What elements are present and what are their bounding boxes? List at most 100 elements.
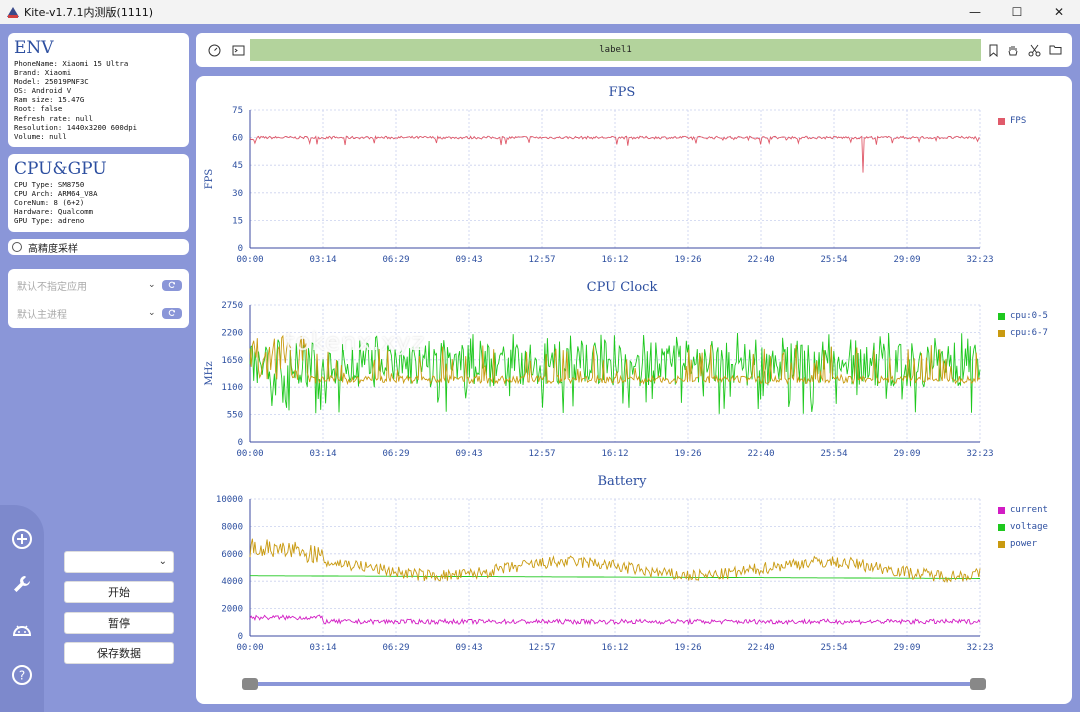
- x-tick-label: 22:40: [747, 643, 774, 653]
- high-precision-radio[interactable]: [12, 242, 22, 252]
- x-tick-label: 16:12: [601, 449, 628, 459]
- x-tick-label: 32:23: [966, 643, 993, 653]
- y-tick-label: 2200: [221, 328, 243, 338]
- bookmark-icon[interactable]: [985, 42, 1001, 58]
- y-tick-label: 45: [232, 161, 243, 171]
- legend-item[interactable]: voltage: [998, 522, 1048, 532]
- legend-swatch: [998, 117, 1005, 125]
- legend-label: cpu:6-7: [1010, 328, 1048, 338]
- x-tick-label: 32:23: [966, 449, 993, 459]
- target-selector-panel: 默认不指定应用 ⌄ 默认主进程 ⌄: [8, 269, 189, 328]
- chart-title: FPS: [609, 85, 636, 100]
- x-tick-label: 06:29: [382, 255, 409, 265]
- pause-button[interactable]: 暂停: [64, 612, 174, 634]
- y-tick-label: 1100: [221, 383, 243, 393]
- env-panel: ENV PhoneName: Xiaomi 15 Ultra Brand: Xi…: [8, 33, 189, 147]
- chart-title: CPU Clock: [587, 280, 658, 295]
- x-tick-label: 00:00: [236, 449, 263, 459]
- x-tick-label: 12:57: [528, 255, 555, 265]
- process-select-placeholder: 默认主进程: [17, 309, 67, 321]
- folder-open-icon[interactable]: [1047, 42, 1063, 58]
- speedometer-icon[interactable]: [206, 42, 222, 58]
- series-line-cpu-0-5: [249, 332, 981, 414]
- x-tick-label: 06:29: [382, 643, 409, 653]
- env-line-refresh: Refresh rate: null: [14, 113, 94, 123]
- process-refresh-button[interactable]: [162, 307, 182, 319]
- start-button[interactable]: 开始: [64, 581, 174, 603]
- save-data-button[interactable]: 保存数据: [64, 642, 174, 664]
- series-line-cpu-6-7: [249, 334, 981, 386]
- legend-swatch: [998, 329, 1005, 337]
- y-tick-label: 10000: [216, 495, 243, 505]
- range-end-handle[interactable]: [970, 678, 986, 690]
- y-tick-label: 4000: [221, 577, 243, 587]
- terminal-icon[interactable]: [230, 42, 246, 58]
- svg-text:?: ?: [19, 669, 25, 683]
- legend-item[interactable]: cpu:6-7: [998, 328, 1048, 338]
- corenum-line: CoreNum: 8 (6+2): [14, 198, 85, 208]
- app-logo-icon: [7, 7, 19, 18]
- high-precision-option[interactable]: 高精度采样: [8, 239, 189, 255]
- legend-swatch: [998, 540, 1005, 548]
- x-tick-label: 19:26: [674, 255, 701, 265]
- y-tick-label: 6000: [221, 550, 243, 560]
- y-axis-label: FPS: [204, 169, 215, 190]
- x-tick-label: 03:14: [309, 643, 336, 653]
- x-tick-label: 12:57: [528, 449, 555, 459]
- x-tick-label: 09:43: [455, 643, 482, 653]
- x-tick-label: 29:09: [893, 643, 920, 653]
- y-tick-label: 0: [238, 632, 243, 642]
- high-precision-label: 高精度采样: [28, 243, 78, 255]
- legend-item[interactable]: FPS: [998, 116, 1026, 126]
- y-tick-label: 2750: [221, 301, 243, 311]
- y-tick-label: 60: [232, 134, 243, 144]
- android-icon[interactable]: [10, 618, 34, 642]
- time-range-slider[interactable]: [248, 682, 980, 686]
- y-axis-label: MHz: [204, 361, 215, 385]
- sidebar-nav: ?: [0, 505, 44, 712]
- x-tick-label: 06:29: [382, 449, 409, 459]
- y-tick-label: 550: [227, 411, 243, 421]
- x-tick-label: 25:54: [820, 449, 847, 459]
- series-line-voltage: [250, 575, 980, 579]
- mode-dropdown[interactable]: ⌄: [64, 551, 174, 573]
- legend-item[interactable]: current: [998, 505, 1048, 515]
- series-line-FPS: [249, 135, 981, 173]
- series-line-power: [249, 538, 981, 584]
- scissors-icon[interactable]: [1026, 42, 1042, 58]
- x-tick-label: 16:12: [601, 643, 628, 653]
- hand-icon[interactable]: [1005, 42, 1021, 58]
- process-select[interactable]: 默认主进程 ⌄: [8, 299, 189, 327]
- app-refresh-button[interactable]: [162, 279, 182, 291]
- minimize-button[interactable]: —: [969, 5, 981, 19]
- x-tick-label: 25:54: [820, 643, 847, 653]
- legend-swatch: [998, 312, 1005, 320]
- legend-item[interactable]: cpu:0-5: [998, 311, 1048, 321]
- wrench-icon[interactable]: [10, 572, 34, 596]
- close-button[interactable]: ✕: [1053, 5, 1065, 19]
- refresh-icon: [168, 309, 175, 316]
- env-line-os: OS: Android V: [14, 86, 72, 96]
- y-tick-label: 8000: [221, 522, 243, 532]
- add-circle-icon[interactable]: [10, 527, 34, 551]
- legend-label: cpu:0-5: [1010, 311, 1048, 321]
- app-select[interactable]: 默认不指定应用 ⌄: [8, 271, 189, 299]
- legend-item[interactable]: power: [998, 539, 1037, 549]
- x-tick-label: 22:40: [747, 255, 774, 265]
- y-tick-label: 0: [238, 438, 243, 448]
- cpugpu-panel: CPU&GPU CPU Type: SM8750 CPU Arch: ARM64…: [8, 154, 189, 232]
- help-icon[interactable]: ?: [10, 663, 34, 687]
- env-line-resolution: Resolution: 1440x3200 600dpi: [14, 122, 138, 132]
- x-tick-label: 00:00: [236, 643, 263, 653]
- legend-label: current: [1010, 505, 1048, 515]
- x-tick-label: 19:26: [674, 643, 701, 653]
- range-start-handle[interactable]: [242, 678, 258, 690]
- label-bar: label1: [250, 39, 981, 61]
- chevron-down-icon: ⌄: [158, 556, 167, 567]
- x-tick-label: 12:57: [528, 643, 555, 653]
- env-line-ram: Ram size: 15.47G: [14, 95, 85, 105]
- x-tick-label: 03:14: [309, 255, 336, 265]
- x-tick-label: 09:43: [455, 255, 482, 265]
- legend-swatch: [998, 506, 1005, 514]
- maximize-button[interactable]: ☐: [1011, 5, 1023, 19]
